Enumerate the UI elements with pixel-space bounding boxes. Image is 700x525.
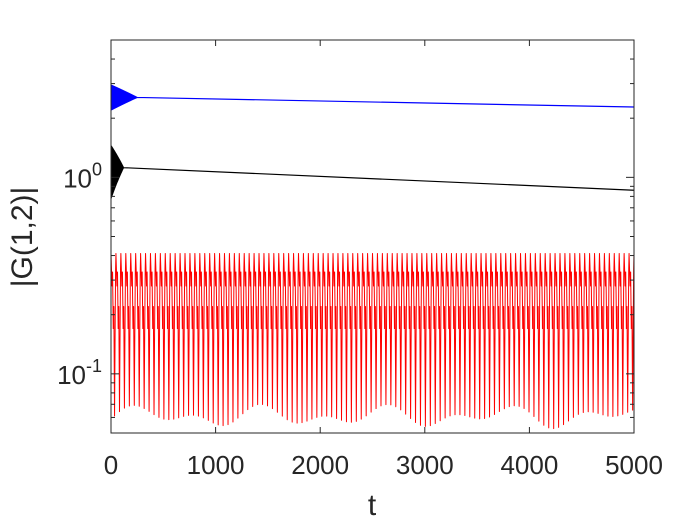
x-tick-label: 5000 [605,450,663,480]
series-2-line [111,145,634,199]
x-tick-label: 2000 [291,450,349,480]
x-tick-label: 0 [104,450,118,480]
series-3-line [111,252,634,430]
y-tick-label: 10-1 [57,356,102,390]
x-axis-label: t [368,489,377,522]
y-tick-label: 100 [63,159,102,193]
x-tick-label: 4000 [500,450,558,480]
x-tick-label: 3000 [396,450,454,480]
ticks-layer: 0 1000 2000 3000 4000 5000 100 10-1 [57,40,663,480]
x-tick-label: 1000 [187,450,245,480]
y-axis-label: |G(1,2)| [6,187,39,288]
series-layer [111,84,634,430]
series-1-line [111,84,634,111]
